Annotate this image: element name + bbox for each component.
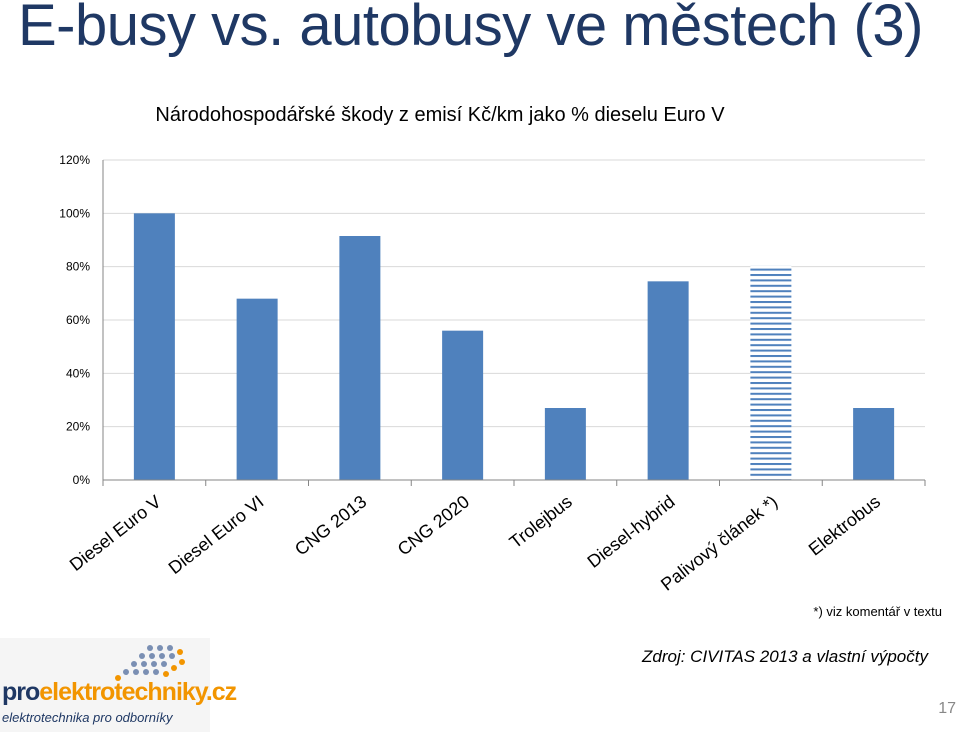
bar-7 bbox=[750, 265, 792, 480]
bar-4 bbox=[442, 330, 484, 480]
logo-dots-icon bbox=[115, 645, 185, 681]
y-tick-label: 20% bbox=[66, 420, 90, 434]
logo-tagline: elektrotechnika pro odborníky bbox=[2, 710, 173, 725]
slide-title: E-busy vs. autobusy ve městech (3) bbox=[18, 0, 923, 58]
bar-2 bbox=[236, 298, 278, 480]
x-tick-label: Diesel Euro V bbox=[66, 491, 165, 575]
y-tick-label: 120% bbox=[59, 153, 90, 167]
x-tick-label: Trolejbus bbox=[506, 491, 576, 552]
x-axis: Diesel Euro V Diesel Euro VI CNG 2013 CNG 2… bbox=[66, 479, 926, 595]
y-tick-label: 0% bbox=[73, 473, 91, 487]
y-tick-label: 100% bbox=[59, 206, 90, 220]
bar-6 bbox=[647, 281, 689, 480]
bars bbox=[133, 213, 895, 481]
bar-3 bbox=[339, 236, 381, 480]
bar-chart: Národohospodářské škody z emisí Kč/km ja… bbox=[59, 104, 926, 595]
chart-title: Národohospodářské škody z emisí Kč/km ja… bbox=[155, 104, 725, 126]
x-tick-label: Diesel Euro VI bbox=[165, 491, 268, 578]
y-tick-label: 40% bbox=[66, 366, 90, 380]
logo-brand-rest: elektrotechniky.cz bbox=[39, 678, 237, 706]
source-note: Zdroj: CIVITAS 2013 a vlastní výpočty bbox=[642, 647, 928, 666]
x-tick-label: CNG 2020 bbox=[394, 491, 473, 559]
x-tick-label: Diesel-hybrid bbox=[583, 491, 678, 571]
footnote: *) viz komentář v textu bbox=[813, 604, 942, 619]
logo-wordmark: proelektrotechniky.cz bbox=[2, 678, 237, 707]
y-tick-label: 80% bbox=[66, 260, 90, 274]
y-axis: 0% 20% 40% 60% 80% 100% 120% bbox=[59, 153, 104, 487]
gridlines bbox=[103, 159, 925, 428]
page-number: 17 bbox=[938, 700, 956, 717]
x-tick-label: CNG 2013 bbox=[291, 491, 370, 559]
bar-8 bbox=[853, 408, 895, 480]
logo[interactable]: proelektrotechniky.cz elektrotechnika pr… bbox=[0, 638, 237, 732]
bar-1 bbox=[133, 213, 175, 481]
logo-brand-prefix: pro bbox=[2, 678, 40, 706]
y-tick-label: 60% bbox=[66, 313, 90, 327]
bar-5 bbox=[544, 408, 586, 480]
x-tick-label: Elektrobus bbox=[805, 491, 884, 559]
